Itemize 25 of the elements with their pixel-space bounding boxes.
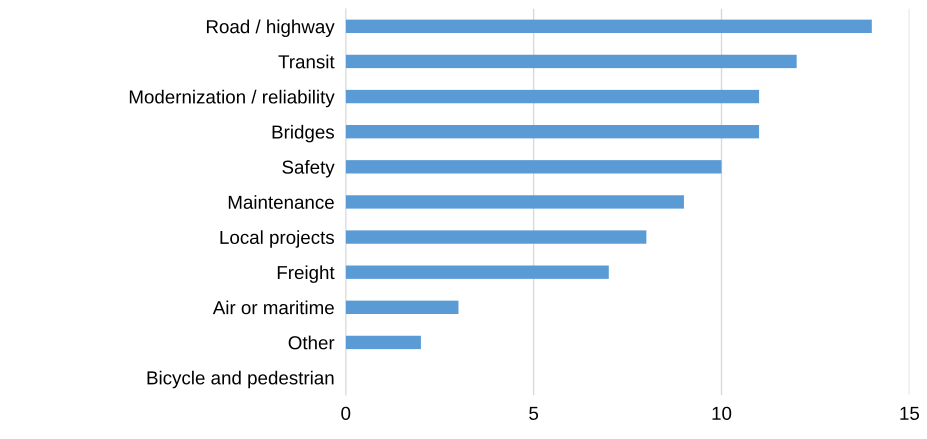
y-tick-label: Bridges (272, 124, 334, 142)
x-tick-label: 5 (529, 406, 538, 420)
bar (346, 300, 458, 314)
bar (346, 160, 722, 174)
bar (346, 54, 797, 68)
bar (346, 336, 421, 350)
y-tick-label: Maintenance (228, 195, 334, 209)
y-tick-label: Safety (282, 160, 335, 178)
x-tick-label: 10 (712, 406, 732, 420)
y-tick-label: Freight (278, 265, 335, 283)
x-tick-label: 15 (900, 406, 920, 420)
bar (346, 195, 684, 209)
y-tick-label: Other (288, 336, 334, 350)
y-tick-label: Road / highway (206, 20, 335, 38)
y-tick-label: Bicycle and pedestrian (148, 370, 334, 388)
bar (346, 230, 646, 244)
y-tick-label: Air or maritime (212, 300, 334, 314)
y-tick-label: Local projects (220, 230, 334, 248)
y-tick-label: Transit (278, 54, 335, 68)
x-tick-label: 0 (341, 406, 350, 420)
bar (346, 125, 760, 138)
bar (346, 20, 872, 34)
bar (346, 266, 609, 279)
bar (346, 90, 760, 104)
y-tick-label: Modernization / reliability (130, 90, 335, 108)
